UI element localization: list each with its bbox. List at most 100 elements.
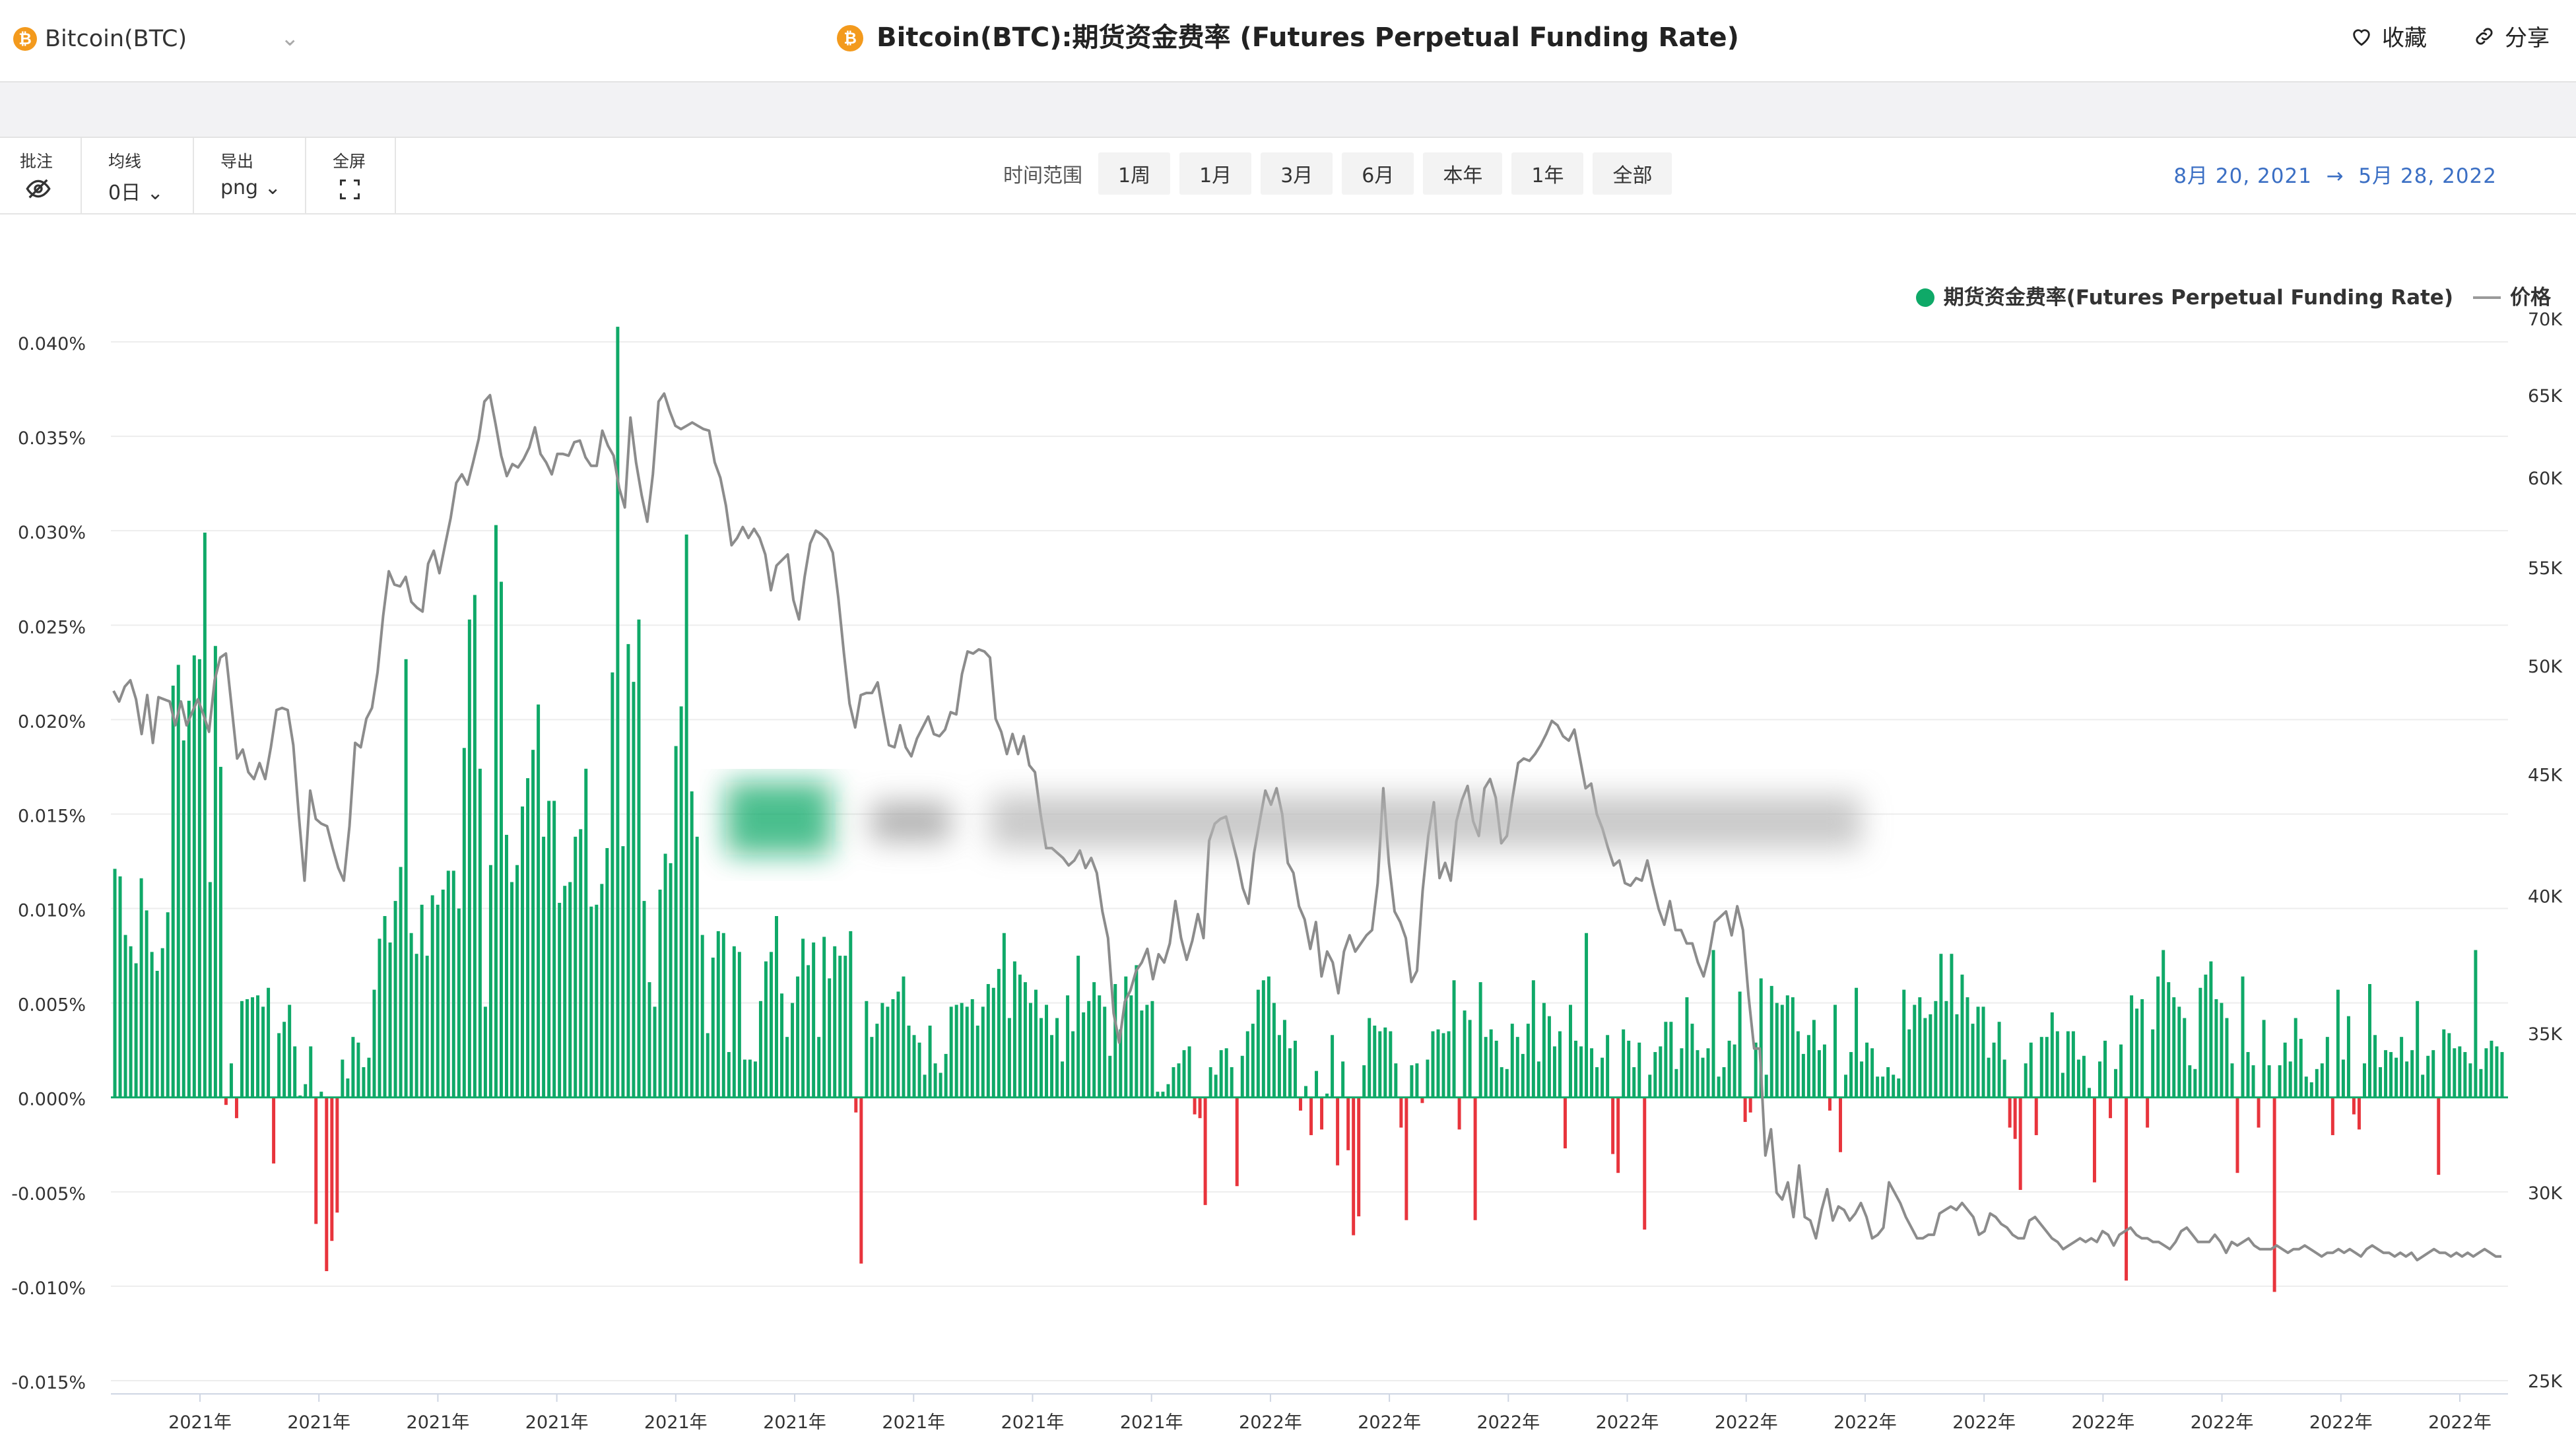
funding-bar [2320, 1063, 2324, 1098]
funding-bar [2442, 1029, 2446, 1098]
x-tick-label: 2022年 [1952, 1412, 2016, 1433]
coin-selector[interactable]: ₿ Bitcoin(BTC) [13, 22, 187, 55]
funding-bar [1315, 1070, 1319, 1098]
funding-bar [2341, 1059, 2345, 1098]
funding-bar [785, 1037, 789, 1098]
share-button[interactable]: 分享 [2473, 20, 2550, 52]
funding-bar [293, 1046, 297, 1098]
funding-bar [1172, 1067, 1175, 1098]
range-ytd-button[interactable]: 本年 [1423, 152, 1503, 195]
funding-bar [1230, 1067, 1234, 1098]
funding-bar [399, 867, 403, 1098]
funding-bar [2416, 1001, 2420, 1098]
page-title-text: Bitcoin(BTC):期货资金费率 (Futures Perpetual F… [876, 22, 1739, 53]
funding-bar [229, 1063, 233, 1098]
funding-bar [2410, 1050, 2414, 1098]
funding-bar [1706, 1048, 1710, 1098]
funding-bar [584, 768, 588, 1098]
funding-bar [2394, 1057, 2398, 1098]
x-tick-label: 2021年 [1001, 1412, 1065, 1433]
funding-bar [1907, 1029, 1911, 1098]
y-right-tick-label: 30K [2528, 1183, 2563, 1204]
funding-bar [1822, 1044, 1826, 1098]
funding-bar [574, 836, 578, 1098]
funding-bar [1124, 976, 1128, 1098]
moving-average-tool[interactable]: 均线 0日 ⌄ [81, 138, 194, 213]
funding-bar [1748, 1097, 1752, 1113]
funding-bar [1971, 1024, 1975, 1098]
funding-bar [1436, 1029, 1440, 1098]
funding-bar [1579, 1046, 1583, 1098]
funding-bar [2198, 987, 2202, 1098]
funding-bar [2082, 1055, 2086, 1098]
range-all-button[interactable]: 全部 [1593, 152, 1672, 195]
funding-bar [1976, 1006, 1980, 1098]
date-to[interactable]: 5月 28, 2022 [2358, 164, 2497, 188]
range-1y-button[interactable]: 1年 [1511, 152, 1584, 195]
funding-bar [2357, 1097, 2361, 1130]
funding-bar [1637, 1042, 1641, 1098]
funding-bar [1585, 933, 1589, 1098]
funding-bar [944, 1053, 948, 1098]
funding-bar [1717, 1076, 1721, 1098]
chevron-down-icon[interactable]: ⌄ [281, 25, 300, 51]
funding-bar [828, 978, 832, 1098]
funding-bar [2039, 1037, 2043, 1098]
funding-bar [2421, 1074, 2425, 1098]
funding-bar [1457, 1097, 1461, 1130]
date-range-picker[interactable]: 8月 20, 2021 → 5月 28, 2022 [2173, 159, 2497, 189]
funding-bar [2251, 1065, 2255, 1098]
funding-bar [388, 942, 392, 1098]
funding-bar [1738, 991, 1742, 1098]
funding-bar [1007, 1018, 1011, 1098]
fullscreen-label: 全屏 [333, 152, 366, 171]
funding-bar [653, 1006, 657, 1098]
funding-bar [1394, 1063, 1398, 1098]
funding-bar [2458, 1046, 2462, 1098]
funding-bar [621, 846, 625, 1098]
funding-bar [1685, 997, 1689, 1098]
legend-item-funding[interactable]: 期货资金费率(Futures Perpetual Funding Rate) [1915, 280, 2453, 310]
funding-bar [1505, 1069, 1509, 1098]
funding-bar [2336, 989, 2340, 1098]
funding-bar [542, 836, 546, 1098]
funding-bar [764, 961, 768, 1098]
funding-bar [272, 1097, 276, 1164]
funding-bar [1410, 1065, 1414, 1098]
range-6m-button[interactable]: 6月 [1342, 152, 1414, 195]
funding-bar [436, 904, 440, 1098]
eye-off-icon [26, 179, 51, 199]
funding-bar [1960, 974, 1964, 1098]
legend-item-price[interactable]: 价格 [2473, 280, 2551, 310]
funding-bar [706, 1033, 710, 1098]
funding-bar [737, 952, 741, 1098]
range-3m-button[interactable]: 3月 [1261, 152, 1333, 195]
funding-bar [663, 853, 667, 1098]
funding-bar [277, 1033, 281, 1098]
time-range: 时间范围 1周 1月 3月 6月 本年 1年 全部 [1003, 152, 1672, 195]
funding-bar [2283, 1042, 2287, 1098]
legend-funding-label: 期货资金费率(Futures Perpetual Funding Rate) [1943, 286, 2453, 310]
fullscreen-tool[interactable]: 全屏 [305, 138, 396, 213]
funding-bar [1098, 995, 1102, 1098]
range-1w-button[interactable]: 1周 [1098, 152, 1171, 195]
funding-bar [2379, 1067, 2383, 1098]
funding-bar [1659, 1046, 1663, 1098]
funding-bar [1536, 1061, 1540, 1098]
export-tool[interactable]: 导出 png ⌄ [193, 138, 306, 213]
funding-bar [1939, 954, 1943, 1098]
annotate-tool[interactable]: 批注 [0, 138, 82, 213]
date-from[interactable]: 8月 20, 2021 [2173, 164, 2312, 188]
funding-bar [1680, 1048, 1684, 1098]
funding-bar [1304, 1086, 1307, 1098]
funding-bar [2130, 995, 2134, 1098]
funding-bar [1669, 1022, 1673, 1098]
funding-bar [775, 915, 778, 1098]
funding-bar [970, 999, 974, 1098]
funding-bar [430, 895, 434, 1098]
range-1m-button[interactable]: 1月 [1179, 152, 1252, 195]
funding-bar [1103, 1006, 1107, 1098]
favorite-button[interactable]: 收藏 [2350, 20, 2427, 52]
ma-value-text: 0日 [108, 181, 141, 205]
funding-bar [2426, 1055, 2430, 1098]
